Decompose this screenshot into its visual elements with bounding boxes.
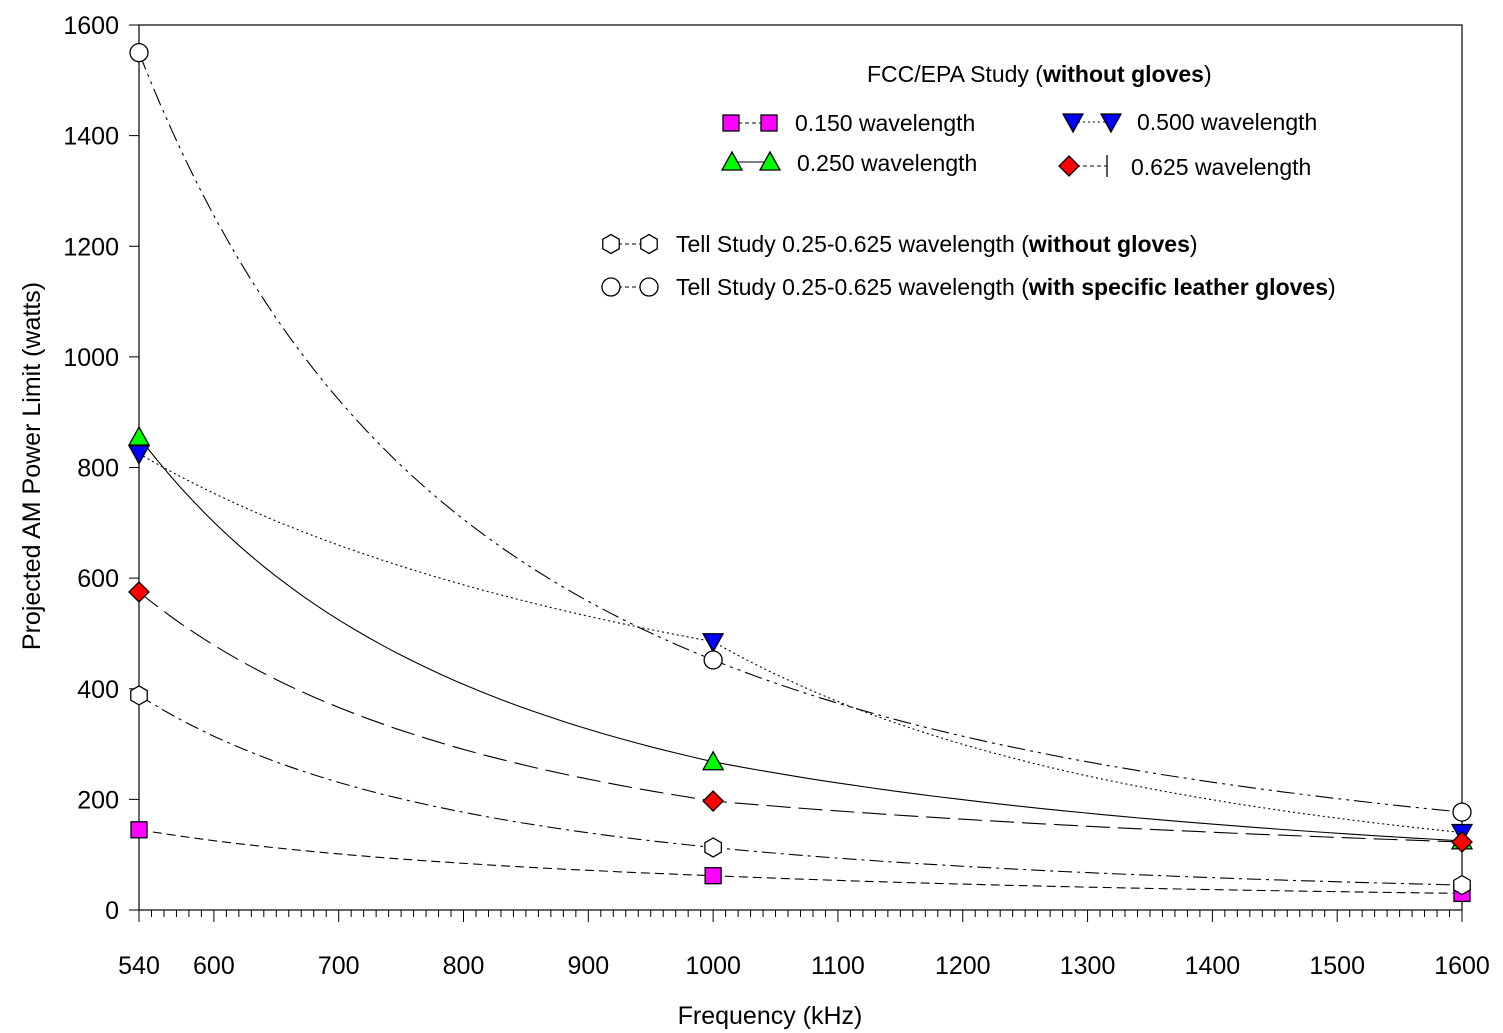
legend-marker (1099, 113, 1123, 134)
y-tick-label: 0 (105, 897, 119, 925)
data-point-series-0 (704, 867, 722, 885)
x-axis-title: Frequency (kHz) (678, 1002, 863, 1030)
x-tick-label: 700 (318, 952, 360, 980)
x-tick-label: 900 (567, 952, 609, 980)
legend-label-0625: 0.625 wavelength (1131, 154, 1311, 180)
data-point-series-5 (703, 650, 723, 670)
series-line-4 (138, 694, 1463, 886)
x-tick-label: 540 (118, 952, 160, 980)
axis-ticks: 0 200 400 600 800 1000 1200 1400 1600 540 600 700 80… (63, 12, 1489, 980)
x-tick-label: 600 (193, 952, 235, 980)
y-tick-label: 200 (77, 786, 119, 814)
series-line-3 (138, 591, 1463, 843)
x-tick-label: 1500 (1309, 952, 1365, 980)
legend-marker (640, 233, 658, 255)
legend-marker (758, 150, 782, 171)
legend-label-0250: 0.250 wavelength (797, 150, 977, 176)
series-markers (127, 43, 1474, 903)
legend: FCC/EPA Study (without gloves) 0.150 wav… (601, 61, 1336, 300)
y-tick-label: 1000 (63, 344, 119, 372)
data-point-series-5 (129, 43, 149, 63)
series-line-0 (138, 829, 1463, 894)
legend-marker (1061, 113, 1085, 134)
y-axis-title: Projected AM Power Limit (watts) (18, 282, 46, 650)
series-line-1 (138, 436, 1463, 842)
legend-heading: FCC/EPA Study (without gloves) (867, 61, 1212, 87)
series-line-2 (138, 453, 1463, 834)
legend-marker (639, 277, 659, 297)
x-tick-label: 1600 (1434, 952, 1490, 980)
x-tick-label: 1200 (935, 952, 991, 980)
legend-marker (602, 233, 620, 255)
legend-marker (720, 150, 744, 171)
y-tick-label: 600 (77, 565, 119, 593)
data-point-series-1 (127, 425, 151, 446)
data-point-series-2 (702, 633, 725, 654)
data-point-series-4 (704, 837, 723, 858)
data-point-series-0 (130, 821, 148, 839)
data-point-series-2 (127, 445, 151, 466)
x-tick-label: 1100 (811, 952, 865, 980)
data-point-series-3 (128, 581, 150, 603)
legend-label-tell-with: Tell Study 0.25-0.625 wavelength (with s… (676, 274, 1336, 300)
x-tick-label: 1300 (1060, 952, 1116, 980)
legend-marker (1058, 155, 1080, 177)
legend-marker (760, 114, 778, 132)
legend-label-0150: 0.150 wavelength (795, 110, 975, 136)
legend-marker (722, 114, 740, 132)
y-tick-label: 400 (77, 676, 119, 704)
legend-label-tell-without: Tell Study 0.25-0.625 wavelength (withou… (676, 231, 1198, 257)
legend-label-0500: 0.500 wavelength (1137, 109, 1317, 135)
x-tick-label: 800 (443, 952, 485, 980)
data-point-series-3 (702, 790, 725, 812)
y-tick-label: 800 (77, 455, 119, 483)
data-point-series-1 (702, 750, 725, 771)
y-tick-label: 1400 (63, 123, 119, 151)
data-point-series-4 (130, 685, 148, 706)
y-tick-label: 1600 (63, 12, 119, 40)
y-tick-label: 1200 (63, 233, 119, 261)
x-tick-label: 1000 (685, 952, 741, 980)
x-tick-label: 1400 (1185, 952, 1241, 980)
data-point-series-3 (1451, 831, 1473, 853)
data-point-series-5 (1452, 802, 1472, 822)
legend-marker (601, 277, 621, 297)
data-point-series-4 (1453, 874, 1471, 896)
